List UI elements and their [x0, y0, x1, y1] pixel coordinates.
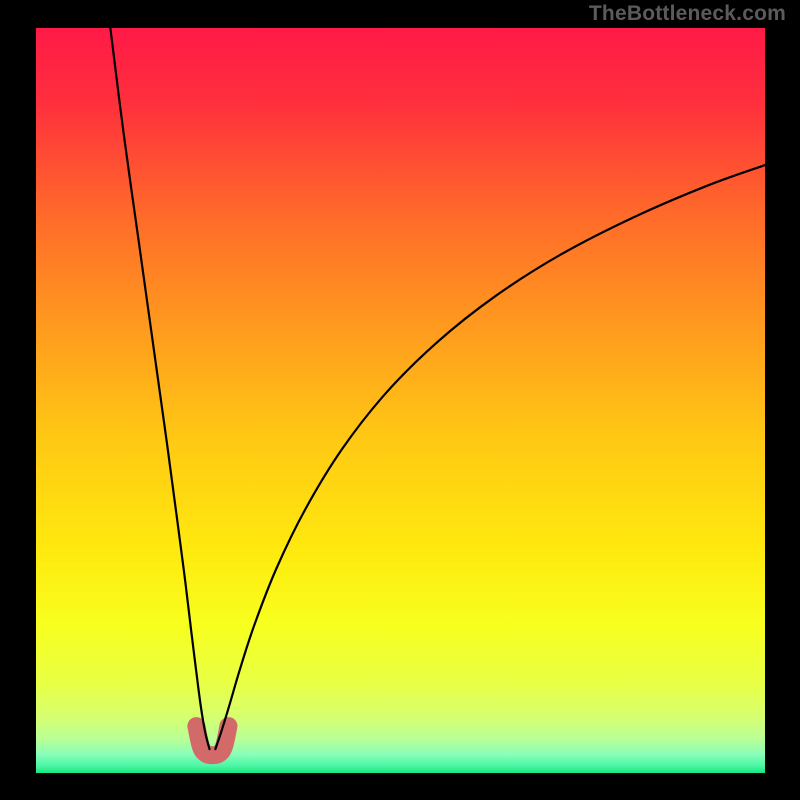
bottleneck-chart — [36, 28, 765, 773]
curve-right-branch — [215, 165, 765, 749]
chart-svg-layer — [36, 28, 765, 773]
root-canvas: TheBottleneck.com — [0, 0, 800, 800]
watermark-text: TheBottleneck.com — [589, 2, 786, 26]
bottom-u-marker — [196, 726, 228, 755]
curve-left-branch — [110, 28, 209, 749]
